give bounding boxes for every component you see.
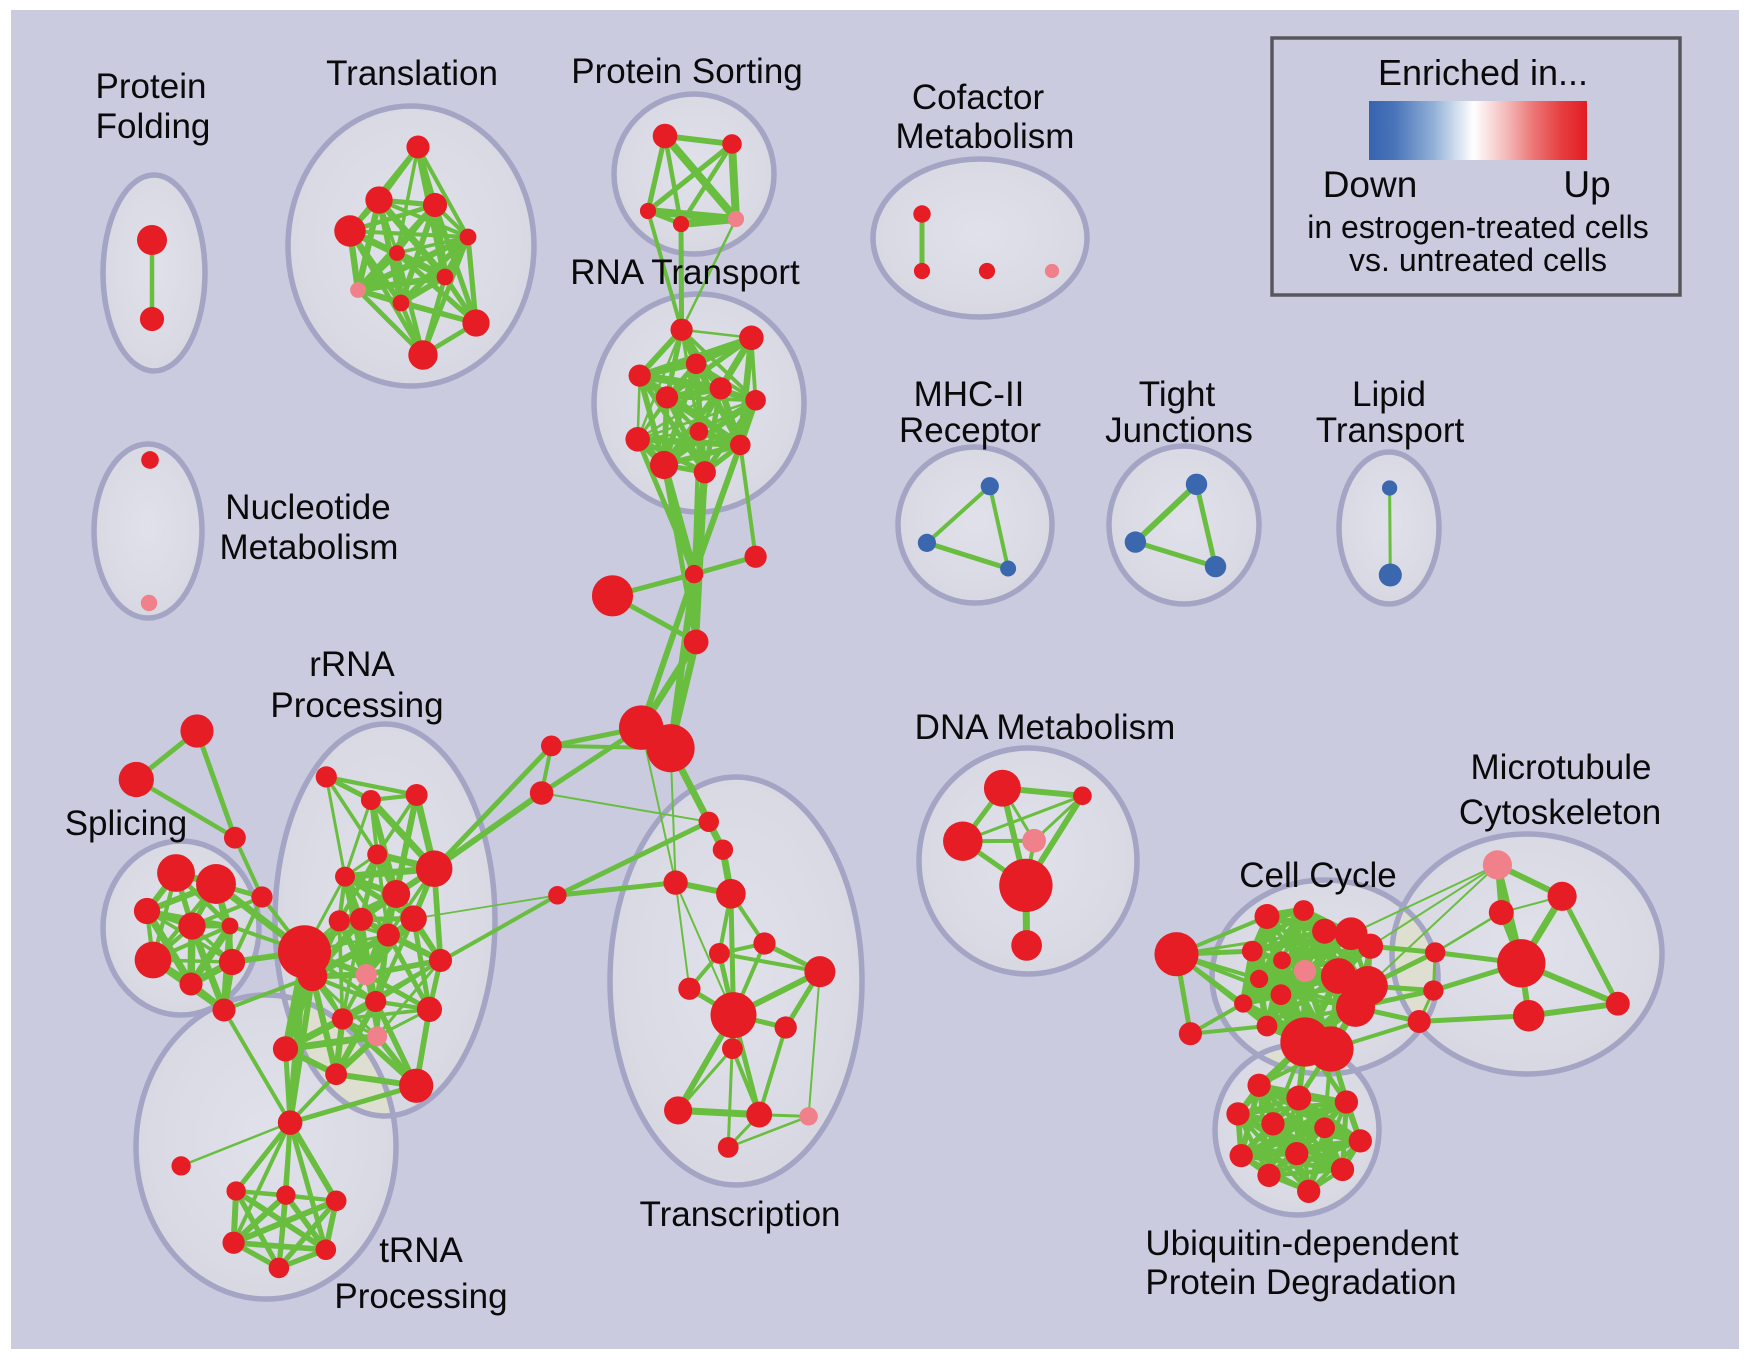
svg-text:in estrogen-treated cells: in estrogen-treated cells bbox=[1307, 209, 1649, 245]
svg-text:Protein Degradation: Protein Degradation bbox=[1145, 1263, 1456, 1302]
svg-text:tRNA: tRNA bbox=[379, 1231, 463, 1270]
svg-text:Nucleotide: Nucleotide bbox=[225, 488, 390, 527]
svg-text:Receptor: Receptor bbox=[899, 411, 1041, 450]
svg-text:Junctions: Junctions bbox=[1105, 411, 1253, 450]
svg-text:Transport: Transport bbox=[1316, 411, 1465, 450]
svg-text:DNA Metabolism: DNA Metabolism bbox=[915, 708, 1176, 747]
svg-text:Cell Cycle: Cell Cycle bbox=[1239, 856, 1397, 895]
svg-text:Cofactor: Cofactor bbox=[912, 78, 1045, 117]
svg-text:rRNA: rRNA bbox=[309, 645, 395, 684]
svg-text:Ubiquitin-dependent: Ubiquitin-dependent bbox=[1145, 1224, 1459, 1263]
svg-text:Lipid: Lipid bbox=[1352, 375, 1426, 414]
svg-text:Cytoskeleton: Cytoskeleton bbox=[1459, 793, 1661, 832]
svg-text:Splicing: Splicing bbox=[65, 804, 188, 843]
svg-text:Tight: Tight bbox=[1139, 375, 1216, 414]
svg-text:Up: Up bbox=[1563, 164, 1610, 205]
svg-text:RNA Transport: RNA Transport bbox=[570, 253, 800, 292]
svg-text:Folding: Folding bbox=[96, 107, 211, 146]
svg-text:MHC-II: MHC-II bbox=[914, 375, 1025, 414]
svg-text:Enriched in...: Enriched in... bbox=[1378, 52, 1588, 93]
svg-text:Metabolism: Metabolism bbox=[220, 528, 399, 567]
svg-text:Metabolism: Metabolism bbox=[896, 117, 1075, 156]
svg-text:Microtubule: Microtubule bbox=[1471, 748, 1652, 787]
svg-text:Translation: Translation bbox=[326, 54, 498, 93]
svg-text:Processing: Processing bbox=[270, 686, 443, 725]
svg-text:Protein Sorting: Protein Sorting bbox=[571, 52, 803, 91]
svg-text:Down: Down bbox=[1323, 164, 1418, 205]
svg-text:Transcription: Transcription bbox=[640, 1195, 841, 1234]
svg-text:Processing: Processing bbox=[334, 1277, 507, 1316]
svg-text:Protein: Protein bbox=[96, 67, 207, 106]
svg-text:vs. untreated cells: vs. untreated cells bbox=[1349, 242, 1607, 278]
